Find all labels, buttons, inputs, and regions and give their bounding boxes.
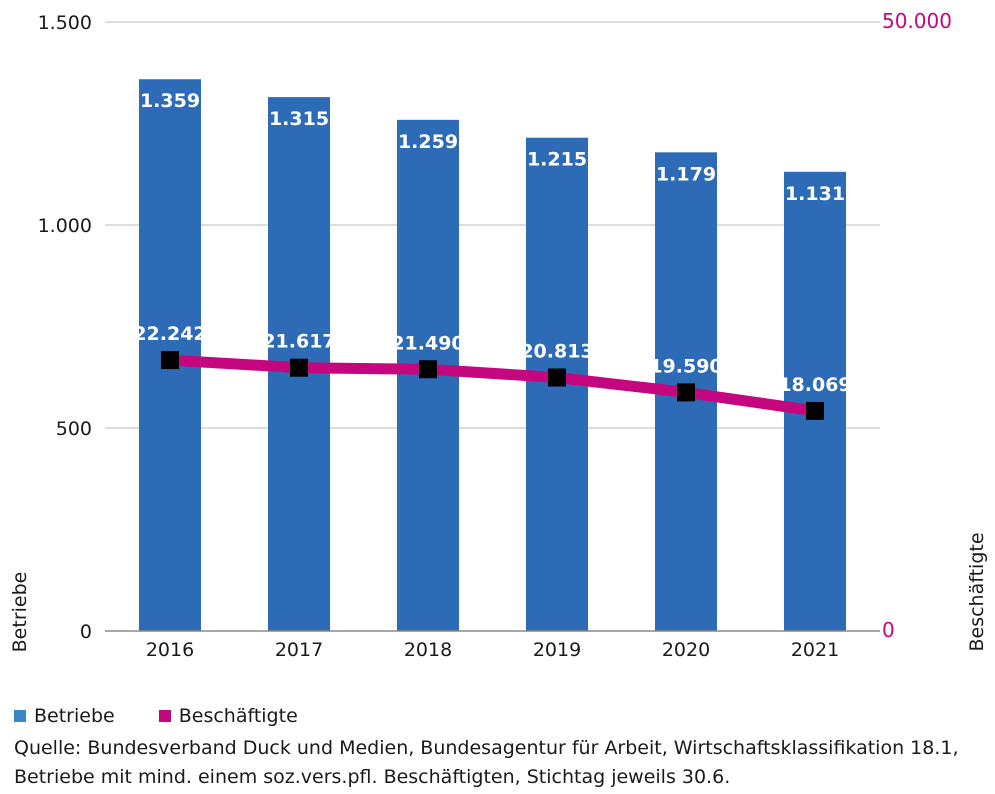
line-value-label: 19.590 bbox=[649, 355, 722, 377]
x-tick-label: 2017 bbox=[275, 639, 323, 661]
legend: Betriebe Beschäftigte bbox=[14, 704, 298, 728]
y-left-axis-title: Betriebe bbox=[9, 572, 31, 653]
bar-value-label: 1.259 bbox=[398, 131, 458, 153]
legend-item-betriebe: Betriebe bbox=[14, 704, 115, 728]
bar-value-label: 1.315 bbox=[269, 108, 329, 130]
axes: 0 500 1.000 1.500 0 50.000 2016 2017 2018 2019 202… bbox=[38, 9, 952, 661]
x-tick-label: 2019 bbox=[533, 639, 581, 661]
y-right-tick-label: 0 bbox=[882, 618, 895, 642]
line-marker-2016 bbox=[161, 351, 179, 370]
line-marker-2020 bbox=[677, 383, 695, 402]
source-line-2: Betriebe mit mind. einem soz.vers.pfl. B… bbox=[14, 766, 731, 788]
line-value-label: 20.813 bbox=[520, 340, 593, 362]
legend-swatch-betriebe bbox=[14, 710, 26, 722]
line-marker-2017 bbox=[290, 358, 308, 377]
bar-value-label: 1.179 bbox=[656, 163, 716, 185]
y-left-tick-label: 1.000 bbox=[38, 215, 92, 237]
source-line-1: Quelle: Bundesverband Duck und Medien, B… bbox=[14, 737, 959, 759]
y-left-tick-label: 500 bbox=[56, 418, 92, 440]
bar-value-label: 1.359 bbox=[140, 90, 200, 112]
legend-label-beschaeftigte: Beschäftigte bbox=[178, 705, 298, 727]
line-value-label: 21.490 bbox=[391, 332, 464, 354]
combo-chart: 1.359 1.315 1.259 1.215 1.179 1.131 22.242 21.… bbox=[9, 9, 988, 661]
line-beschaeftigte bbox=[169, 354, 816, 417]
line-marker-2018 bbox=[419, 360, 437, 379]
x-tick-label: 2018 bbox=[404, 639, 452, 661]
y-right-axis-title: Beschäftigte bbox=[966, 532, 988, 651]
y-left-tick-label: 0 bbox=[80, 621, 92, 643]
bars: 1.359 1.315 1.259 1.215 1.179 1.131 bbox=[139, 79, 846, 632]
line-marker-2021 bbox=[806, 401, 824, 420]
y-left-tick-label: 1.500 bbox=[38, 12, 92, 34]
x-tick-label: 2016 bbox=[146, 639, 194, 661]
bar-betriebe-2021 bbox=[784, 171, 846, 631]
employees-line: 22.242 21.617 21.490 20.813 19.590 18.069 bbox=[133, 323, 852, 420]
legend-label-betriebe: Betriebe bbox=[34, 705, 115, 727]
line-value-label: 18.069 bbox=[778, 374, 851, 396]
line-value-label: 22.242 bbox=[133, 323, 206, 345]
line-marker-2019 bbox=[548, 368, 566, 387]
bar-value-label: 1.215 bbox=[527, 149, 587, 171]
source-note: Quelle: Bundesverband Duck und Medien, B… bbox=[14, 734, 989, 792]
x-tick-label: 2020 bbox=[662, 639, 710, 661]
bar-value-label: 1.131 bbox=[785, 183, 845, 205]
legend-swatch-beschaeftigte bbox=[158, 710, 171, 722]
gridlines bbox=[105, 21, 880, 429]
x-tick-label: 2021 bbox=[791, 639, 839, 661]
line-value-label: 21.617 bbox=[262, 331, 335, 353]
legend-item-beschaeftigte: Beschäftigte bbox=[158, 704, 298, 728]
y-right-tick-label: 50.000 bbox=[882, 9, 952, 33]
